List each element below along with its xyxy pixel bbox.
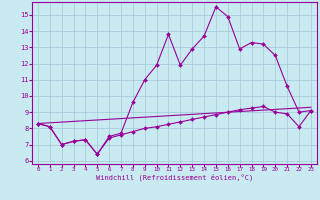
X-axis label: Windchill (Refroidissement éolien,°C): Windchill (Refroidissement éolien,°C) [96, 174, 253, 181]
